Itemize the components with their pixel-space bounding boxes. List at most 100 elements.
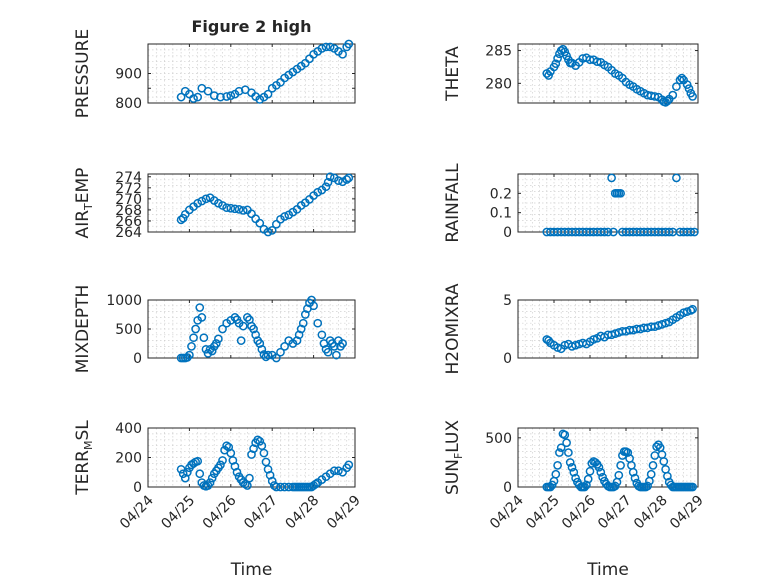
data-point — [255, 218, 265, 228]
data-point — [195, 303, 205, 312]
y-tick-label: 900 — [115, 67, 142, 83]
y-tick-label: 400 — [115, 421, 142, 437]
data-series — [176, 39, 354, 104]
y-tick-label: 0 — [133, 351, 142, 367]
data-point — [585, 466, 595, 476]
data-point — [663, 96, 672, 106]
data-point — [222, 92, 232, 101]
data-point — [189, 459, 198, 468]
data-point — [569, 467, 579, 477]
data-point — [263, 89, 273, 99]
data-point — [313, 187, 323, 197]
data-point — [338, 339, 347, 348]
axes-frame — [517, 299, 699, 359]
data-point — [672, 173, 681, 183]
data-point — [311, 479, 321, 489]
data-point — [234, 205, 244, 214]
y-tick-label: 270 — [115, 192, 142, 208]
data-point — [684, 84, 694, 93]
data-point — [603, 227, 613, 237]
data-point — [321, 182, 331, 192]
data-point — [230, 204, 240, 214]
data-point — [344, 173, 354, 183]
data-point — [677, 73, 687, 83]
y-tick-label: 0 — [503, 351, 512, 367]
data-series — [176, 172, 354, 237]
data-point — [650, 92, 660, 101]
data-point — [207, 473, 217, 483]
data-point — [267, 476, 277, 486]
data-point — [338, 49, 347, 59]
x-axis-label: Time — [230, 560, 273, 580]
data-series — [542, 173, 699, 237]
data-point — [263, 227, 273, 237]
data-point — [207, 346, 217, 356]
data-point — [214, 334, 223, 344]
data-point — [551, 469, 561, 479]
data-point — [616, 188, 625, 198]
subplot-4: 0 0.1 0.2 RAINFALL — [443, 163, 699, 243]
data-point — [583, 474, 593, 484]
y-axis-label: MIXDEPTH — [73, 285, 93, 374]
data-point — [267, 225, 277, 235]
data-point — [247, 209, 256, 219]
data-point — [226, 91, 236, 100]
axes-frame — [147, 173, 356, 233]
data-point — [663, 471, 672, 481]
data-point — [592, 57, 602, 67]
x-tick-label: 04/27 — [595, 493, 635, 533]
data-point — [298, 318, 308, 328]
x-tick-label: 04/28 — [283, 493, 323, 533]
data-point — [238, 321, 248, 331]
data-point — [675, 75, 685, 85]
y-tick-label: 200 — [115, 451, 142, 467]
data-point — [325, 42, 335, 52]
data-point — [236, 336, 246, 345]
data-point — [226, 203, 236, 213]
y-axis-label: RAINFALL — [443, 163, 463, 243]
data-point — [609, 227, 618, 237]
data-point — [214, 198, 223, 208]
x-tick-label: 04/28 — [631, 493, 671, 533]
data-point — [616, 461, 625, 470]
data-point — [317, 44, 327, 53]
data-series — [542, 304, 697, 354]
data-point — [313, 318, 323, 328]
data-point — [630, 473, 640, 483]
data-point — [690, 227, 699, 237]
x-tick-label: 04/24 — [487, 492, 527, 532]
data-point — [259, 350, 269, 359]
y-tick-label: 5 — [503, 293, 512, 309]
data-point — [580, 482, 589, 492]
y-tick-label: 0 — [503, 225, 512, 241]
subplot-5: 0 500 1000 MIXDEPTH — [73, 285, 356, 374]
data-point — [553, 54, 562, 63]
data-point — [249, 324, 258, 334]
subplot-2: 280 285 THETA — [443, 43, 699, 107]
data-point — [193, 198, 203, 208]
data-point — [556, 443, 566, 453]
data-point — [232, 467, 242, 477]
data-point — [646, 469, 656, 479]
data-point — [334, 466, 343, 476]
data-point — [276, 482, 285, 492]
data-point — [686, 227, 696, 237]
y-tick-label: 0.1 — [490, 206, 512, 222]
data-point — [544, 336, 553, 345]
y-axis-label: PRESSURE — [73, 29, 93, 118]
data-point — [294, 330, 304, 340]
y-tick-label: 272 — [115, 181, 142, 197]
data-point — [664, 227, 674, 237]
y-tick-label: 268 — [115, 203, 142, 219]
data-point — [551, 59, 561, 69]
data-point — [187, 342, 196, 351]
data-point — [238, 206, 248, 215]
data-point — [307, 295, 316, 305]
data-series — [542, 429, 697, 492]
data-point — [292, 336, 302, 345]
y-axis-label: AIRTEMP — [73, 168, 95, 239]
data-point — [240, 479, 250, 489]
grid — [517, 299, 699, 359]
data-point — [332, 350, 341, 360]
